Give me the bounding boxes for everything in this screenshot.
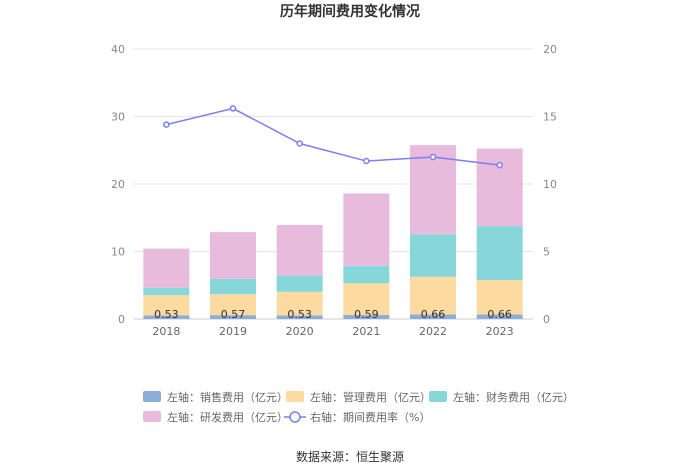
y-left-tick-label: 10 bbox=[111, 246, 125, 259]
legend: 左轴：销售费用（亿元） 左轴：管理费用（亿元） 左轴：财务费用（亿元） 左轴：研发费用… bbox=[143, 390, 574, 424]
rate-point bbox=[229, 105, 237, 112]
bars: 0.53 0.57 0.53 0.59 0.66 0.66 bbox=[143, 145, 523, 321]
y-left-tick-label: 20 bbox=[111, 178, 125, 191]
bar-segment-3 bbox=[476, 226, 523, 281]
bar-data-label: 0.53 bbox=[287, 308, 312, 321]
bar-segment-4 bbox=[276, 224, 323, 276]
rate-point bbox=[496, 161, 503, 169]
bar-segment-3 bbox=[143, 287, 190, 296]
y-left-tick-label: 40 bbox=[111, 43, 125, 56]
rate-point bbox=[163, 121, 170, 128]
bar-segment-4 bbox=[476, 148, 523, 227]
grid bbox=[133, 48, 533, 320]
source-text: 数据来源：恒生聚源 bbox=[296, 449, 404, 464]
y-right-tick-label: 0 bbox=[543, 313, 550, 326]
chart-title: 历年期间费用变化情况 bbox=[280, 3, 420, 20]
legend-label: 右轴：期间费用率（%） bbox=[310, 410, 430, 424]
x-tick-label: 2023 bbox=[486, 325, 514, 338]
y-left-tick-label: 30 bbox=[111, 111, 125, 124]
x-tick-label: 2021 bbox=[352, 325, 380, 338]
bar-segment-2 bbox=[143, 295, 190, 316]
y-right-tick-label: 20 bbox=[543, 43, 557, 56]
bar-segment-2 bbox=[410, 276, 456, 315]
legend-label: 左轴：研发费用（亿元） bbox=[167, 410, 288, 424]
y-axis-left: 0 10 20 30 40 bbox=[111, 43, 125, 326]
legend-swatch bbox=[286, 391, 304, 402]
bar-segment-2 bbox=[210, 294, 256, 316]
bar-segment-1 bbox=[143, 315, 190, 319]
bar-segment-2 bbox=[276, 291, 323, 316]
bar-segment-3 bbox=[276, 275, 323, 292]
rate-line-path bbox=[166, 107, 500, 166]
rate-line bbox=[163, 105, 503, 169]
bar-segment-1 bbox=[410, 314, 456, 319]
x-tick-label: 2020 bbox=[286, 325, 314, 338]
bar-segment-2 bbox=[476, 280, 523, 315]
bar-segment-1 bbox=[210, 315, 256, 319]
legend-label: 左轴：管理费用（亿元） bbox=[310, 390, 431, 404]
bar-segment-3 bbox=[343, 265, 390, 284]
x-axis: 2018 2019 2020 2021 2022 2023 bbox=[152, 325, 513, 338]
bar-data-label: 0.66 bbox=[487, 308, 512, 321]
rate-point bbox=[429, 153, 437, 161]
bar-segment-4 bbox=[143, 248, 190, 288]
y-right-tick-label: 10 bbox=[543, 178, 557, 191]
x-tick-label: 2019 bbox=[219, 325, 247, 338]
bar-segment-1 bbox=[276, 315, 323, 319]
bar-segment-3 bbox=[210, 278, 256, 295]
y-axis-right: 0 5 10 15 20 bbox=[543, 43, 557, 326]
legend-swatch bbox=[143, 411, 161, 422]
bar-segment-3 bbox=[410, 234, 456, 277]
x-tick-label: 2018 bbox=[152, 325, 180, 338]
legend-swatch bbox=[429, 391, 447, 402]
bar-data-label: 0.59 bbox=[354, 308, 379, 321]
legend-point-swatch bbox=[289, 411, 301, 423]
bar-segment-4 bbox=[343, 193, 390, 266]
legend-label: 左轴：销售费用（亿元） bbox=[167, 390, 288, 404]
rate-point bbox=[363, 157, 370, 165]
legend-label: 左轴：财务费用（亿元） bbox=[453, 390, 574, 404]
x-tick-label: 2022 bbox=[419, 325, 447, 338]
bar-data-label: 0.66 bbox=[421, 308, 446, 321]
y-right-tick-label: 5 bbox=[543, 246, 550, 259]
bar-segment-4 bbox=[210, 232, 256, 279]
bar-data-label: 0.57 bbox=[221, 308, 246, 321]
legend-swatch bbox=[143, 391, 161, 402]
bar-segment-1 bbox=[343, 315, 390, 319]
bar-data-label: 0.53 bbox=[154, 308, 179, 321]
y-left-tick-label: 0 bbox=[118, 313, 125, 326]
bar-segment-2 bbox=[343, 283, 390, 316]
y-right-tick-label: 15 bbox=[543, 111, 557, 124]
bar-segment-1 bbox=[476, 314, 523, 319]
rate-point bbox=[296, 140, 303, 147]
